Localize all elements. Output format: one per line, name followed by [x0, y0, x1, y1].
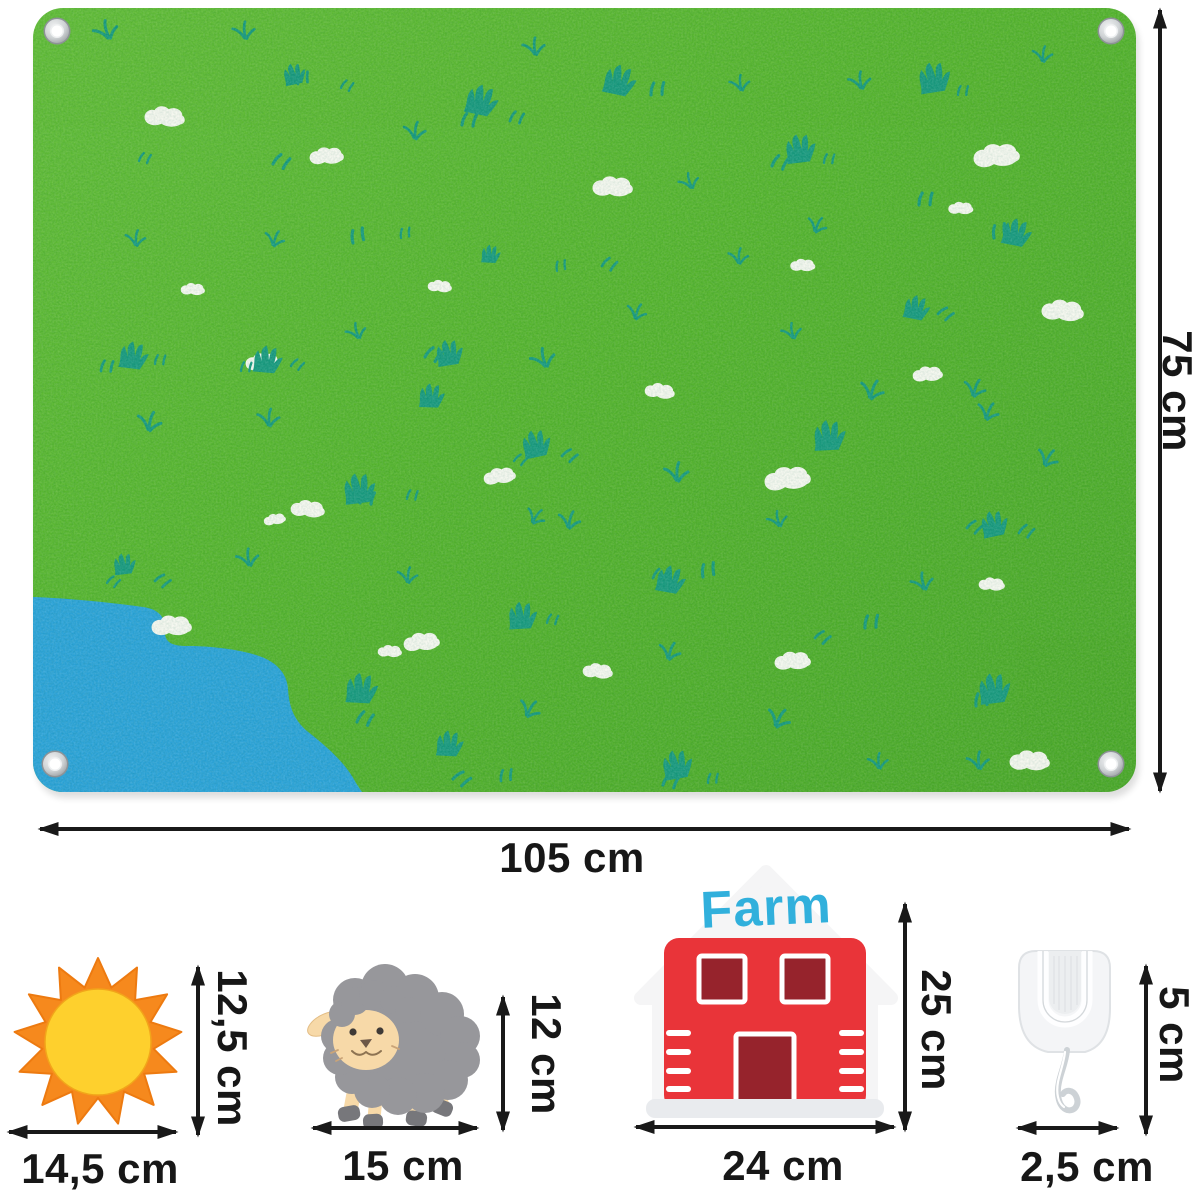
dimension-arrows	[6, 7, 1167, 1139]
sheep-width-label: 15 cm	[342, 1142, 464, 1189]
hook-ridges	[1053, 956, 1078, 1012]
sun-height-label: 12,5 cm	[209, 969, 256, 1127]
farmhouse-base	[646, 1099, 884, 1118]
farmhouse-window-right	[779, 953, 831, 1005]
farmhouse-width-label: 24 cm	[722, 1142, 844, 1189]
hook-arm	[1054, 1047, 1081, 1114]
eyelet-top-left	[43, 17, 71, 45]
farmhouse-sign-label: Farm	[699, 876, 833, 940]
farmhouse-window-left	[696, 953, 748, 1005]
felt-texture-dark	[33, 8, 1136, 792]
hook-icon	[1018, 950, 1111, 1114]
hook-width-label: 2,5 cm	[1020, 1143, 1154, 1190]
eyelet-bottom-left	[41, 750, 69, 778]
sheep-height-label: 12 cm	[523, 993, 570, 1115]
mat-height-label: 75 cm	[1154, 330, 1200, 452]
hook-height-label: 5 cm	[1151, 986, 1198, 1084]
farmhouse-icon	[634, 865, 898, 1118]
sun-width-label: 14,5 cm	[21, 1145, 179, 1192]
mat-width-label: 105 cm	[499, 834, 645, 881]
sheep-icon	[307, 964, 480, 1130]
farmhouse-height-label: 25 cm	[913, 969, 960, 1091]
felt-mat	[33, 8, 1139, 798]
sheep-face-details	[330, 1027, 400, 1062]
sheep-forelock	[329, 980, 421, 1027]
eyelet-top-right	[1097, 17, 1125, 45]
eyelet-bottom-right	[1097, 750, 1125, 778]
sun-icon	[13, 957, 183, 1125]
farmhouse-slats	[666, 1030, 864, 1092]
farmhouse-door	[733, 1031, 797, 1109]
